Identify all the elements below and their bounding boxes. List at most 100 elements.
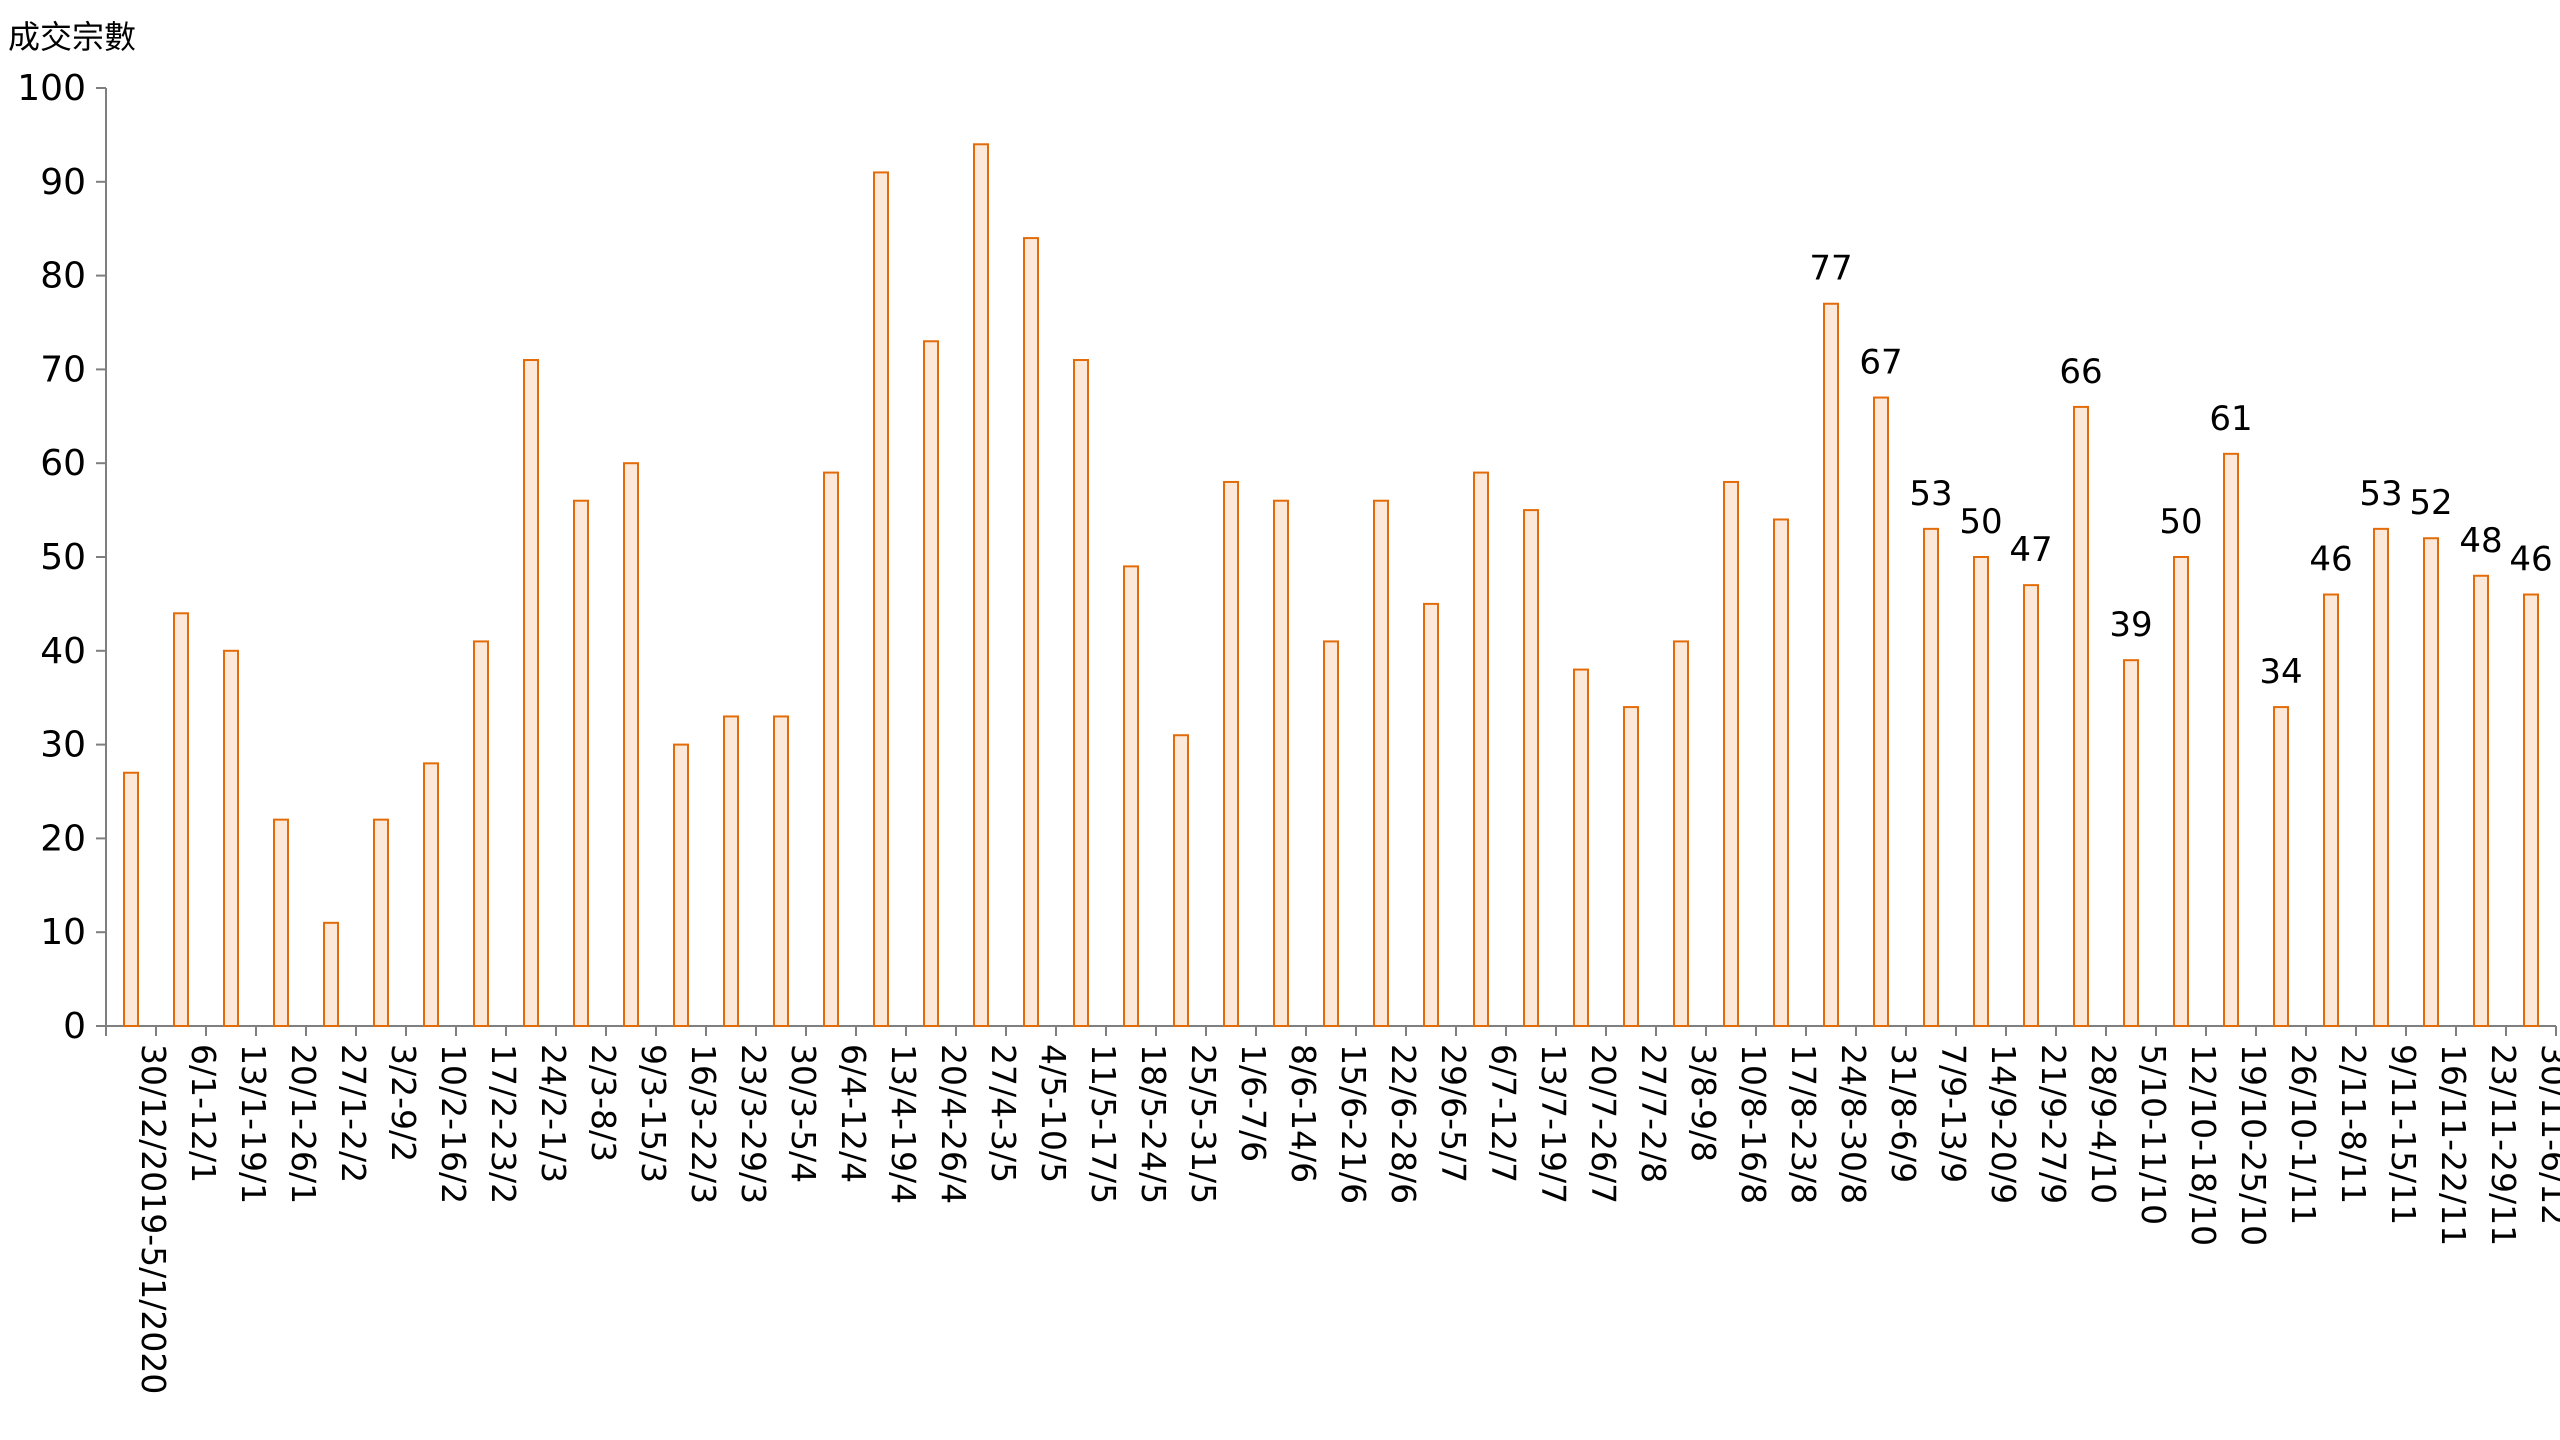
x-tick-label: 17/2-23/2 (484, 1044, 523, 1204)
x-tick-label: 1/6-7/6 (1234, 1044, 1273, 1162)
x-tick-label: 17/8-23/8 (1784, 1044, 1823, 1204)
bars (123, 143, 2539, 1028)
x-tick-label: 30/11-6/12 (2534, 1044, 2560, 1225)
bar (423, 762, 439, 1027)
data-label: 50 (1959, 502, 2002, 542)
x-tick-label: 11/5-17/5 (1084, 1044, 1123, 1204)
x-tick-label: 6/7-12/7 (1484, 1044, 1523, 1183)
bar (1473, 471, 1489, 1027)
bar (1223, 480, 1239, 1027)
data-label: 47 (2009, 530, 2052, 570)
bar (323, 921, 339, 1028)
bar (1823, 302, 1839, 1027)
data-label: 46 (2509, 540, 2552, 580)
bar (2523, 593, 2539, 1028)
bar (1173, 734, 1189, 1027)
x-tick-label: 9/11-15/11 (2384, 1044, 2423, 1225)
x-tick-label: 16/3-22/3 (684, 1044, 723, 1204)
y-tick-label: 70 (40, 349, 86, 390)
bar (2223, 452, 2239, 1027)
bar (823, 471, 839, 1027)
bar (1773, 518, 1789, 1027)
x-tick-label: 31/8-6/9 (1884, 1044, 1923, 1183)
bar (873, 171, 889, 1028)
x-tick-label: 12/10-18/10 (2184, 1044, 2223, 1246)
bar (1573, 668, 1589, 1027)
bar (573, 499, 589, 1028)
x-tick-label: 28/9-4/10 (2084, 1044, 2123, 1204)
bar (373, 818, 389, 1028)
bar (1623, 706, 1639, 1028)
x-tick-label: 13/4-19/4 (884, 1044, 923, 1204)
bar (673, 743, 689, 1027)
y-tick-label: 90 (40, 162, 86, 203)
x-tick-label: 8/6-14/6 (1284, 1044, 1323, 1183)
y-tick-label: 0 (63, 1006, 86, 1047)
bar (1373, 499, 1389, 1028)
bar (523, 359, 539, 1027)
x-tick-label: 27/1-2/2 (334, 1044, 373, 1183)
bar (2473, 574, 2489, 1027)
bar (1123, 565, 1139, 1027)
bar (2173, 556, 2189, 1027)
data-label: 53 (2359, 474, 2402, 514)
bar (123, 771, 139, 1027)
y-tick-label: 10 (40, 912, 86, 953)
x-tick-label: 22/6-28/6 (1384, 1044, 1423, 1204)
x-tick-label: 13/1-19/1 (234, 1044, 273, 1204)
data-label: 61 (2209, 399, 2252, 439)
bar (1323, 640, 1339, 1027)
bar (273, 818, 289, 1028)
bar (1723, 480, 1739, 1027)
data-label: 48 (2459, 521, 2502, 561)
x-tick-label: 21/9-27/9 (2034, 1044, 2073, 1204)
bar (1073, 359, 1089, 1027)
data-label: 53 (1909, 474, 1952, 514)
x-tick-label: 20/7-26/7 (1584, 1044, 1623, 1204)
y-tick-label: 100 (17, 68, 86, 109)
x-tick-label: 5/10-11/10 (2134, 1044, 2173, 1225)
bar (2073, 405, 2089, 1028)
bar (1273, 499, 1289, 1028)
bar (623, 462, 639, 1027)
bar (973, 143, 989, 1027)
x-tick-label: 20/1-26/1 (284, 1044, 323, 1204)
bar (923, 340, 939, 1027)
bar (173, 612, 189, 1028)
bar (1973, 556, 1989, 1027)
x-tick-label: 27/7-2/8 (1634, 1044, 1673, 1183)
x-tick-label: 3/2-9/2 (384, 1044, 423, 1162)
bar (2123, 659, 2139, 1027)
data-label: 67 (1859, 343, 1902, 383)
x-tick-label: 10/8-16/8 (1734, 1044, 1773, 1204)
bar (1923, 527, 1939, 1027)
x-tick-label: 13/7-19/7 (1534, 1044, 1573, 1204)
x-tick-label: 19/10-25/10 (2234, 1044, 2273, 1246)
y-tick-label: 20 (40, 818, 86, 859)
x-tick-label: 9/3-15/3 (634, 1044, 673, 1183)
y-tick-label: 80 (40, 256, 86, 297)
x-tick-label: 6/4-12/4 (834, 1044, 873, 1183)
x-tick-label: 27/4-3/5 (984, 1044, 1023, 1183)
x-tick-label: 16/11-22/11 (2434, 1044, 2473, 1246)
bar (223, 649, 239, 1027)
bar (723, 715, 739, 1028)
y-tick-label: 60 (40, 443, 86, 484)
data-label: 77 (1809, 249, 1852, 289)
data-label: 66 (2059, 352, 2102, 392)
data-label: 39 (2109, 605, 2152, 645)
x-tick-label: 26/10-1/11 (2284, 1044, 2323, 1225)
bar (2273, 706, 2289, 1028)
data-label: 50 (2159, 502, 2202, 542)
x-tick-label: 2/3-8/3 (584, 1044, 623, 1162)
data-label: 34 (2259, 652, 2302, 692)
bar (473, 640, 489, 1027)
x-tick-label: 14/9-20/9 (1984, 1044, 2023, 1204)
bar (2373, 527, 2389, 1027)
y-tick-label: 30 (40, 725, 86, 766)
x-tick-label: 18/5-24/5 (1134, 1044, 1173, 1204)
x-tick-label: 3/8-9/8 (1684, 1044, 1723, 1162)
x-tick-label: 10/2-16/2 (434, 1044, 473, 1204)
